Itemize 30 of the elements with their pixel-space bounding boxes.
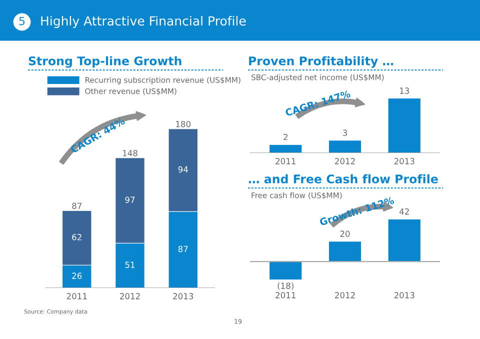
x-tick-label: 2011 bbox=[276, 158, 296, 164]
total-label: 87 bbox=[72, 202, 82, 210]
data-label: 62 bbox=[72, 234, 82, 240]
data-label: 42 bbox=[399, 208, 409, 215]
data-label: 51 bbox=[125, 262, 135, 268]
data-label: 87 bbox=[178, 246, 188, 252]
data-label: 13 bbox=[400, 88, 410, 94]
data-label: 26 bbox=[72, 272, 82, 279]
data-label: 94 bbox=[178, 166, 188, 173]
total-label: 180 bbox=[176, 120, 191, 128]
x-tick-label: 2011 bbox=[66, 293, 87, 300]
x-tick-label: 2012 bbox=[120, 293, 140, 300]
x-tick-label: 2011 bbox=[276, 292, 296, 298]
x-tick-label: 2013 bbox=[394, 292, 414, 298]
chart-title: Strong Top-line Growth bbox=[28, 56, 182, 68]
data-label: 2 bbox=[284, 134, 288, 140]
data-label: 3 bbox=[342, 130, 347, 136]
text: Highly Attractive Financial Profile bbox=[41, 16, 246, 28]
chart-title: Proven Profitability … bbox=[249, 56, 394, 68]
x-tick-label: 2012 bbox=[335, 292, 355, 298]
data-label: 20 bbox=[340, 230, 350, 237]
total-label: 148 bbox=[122, 150, 138, 156]
x-tick-label: 2013 bbox=[173, 293, 194, 300]
text: 5 bbox=[19, 16, 25, 26]
data-label: (18) bbox=[278, 282, 294, 290]
x-tick-label: 2013 bbox=[394, 158, 414, 164]
x-tick-label: 2012 bbox=[335, 158, 355, 164]
annotation: CAGR: 147% bbox=[284, 90, 351, 116]
data-label: 97 bbox=[125, 196, 135, 203]
chart-title: … and Free Cash flow Profile bbox=[248, 174, 438, 184]
